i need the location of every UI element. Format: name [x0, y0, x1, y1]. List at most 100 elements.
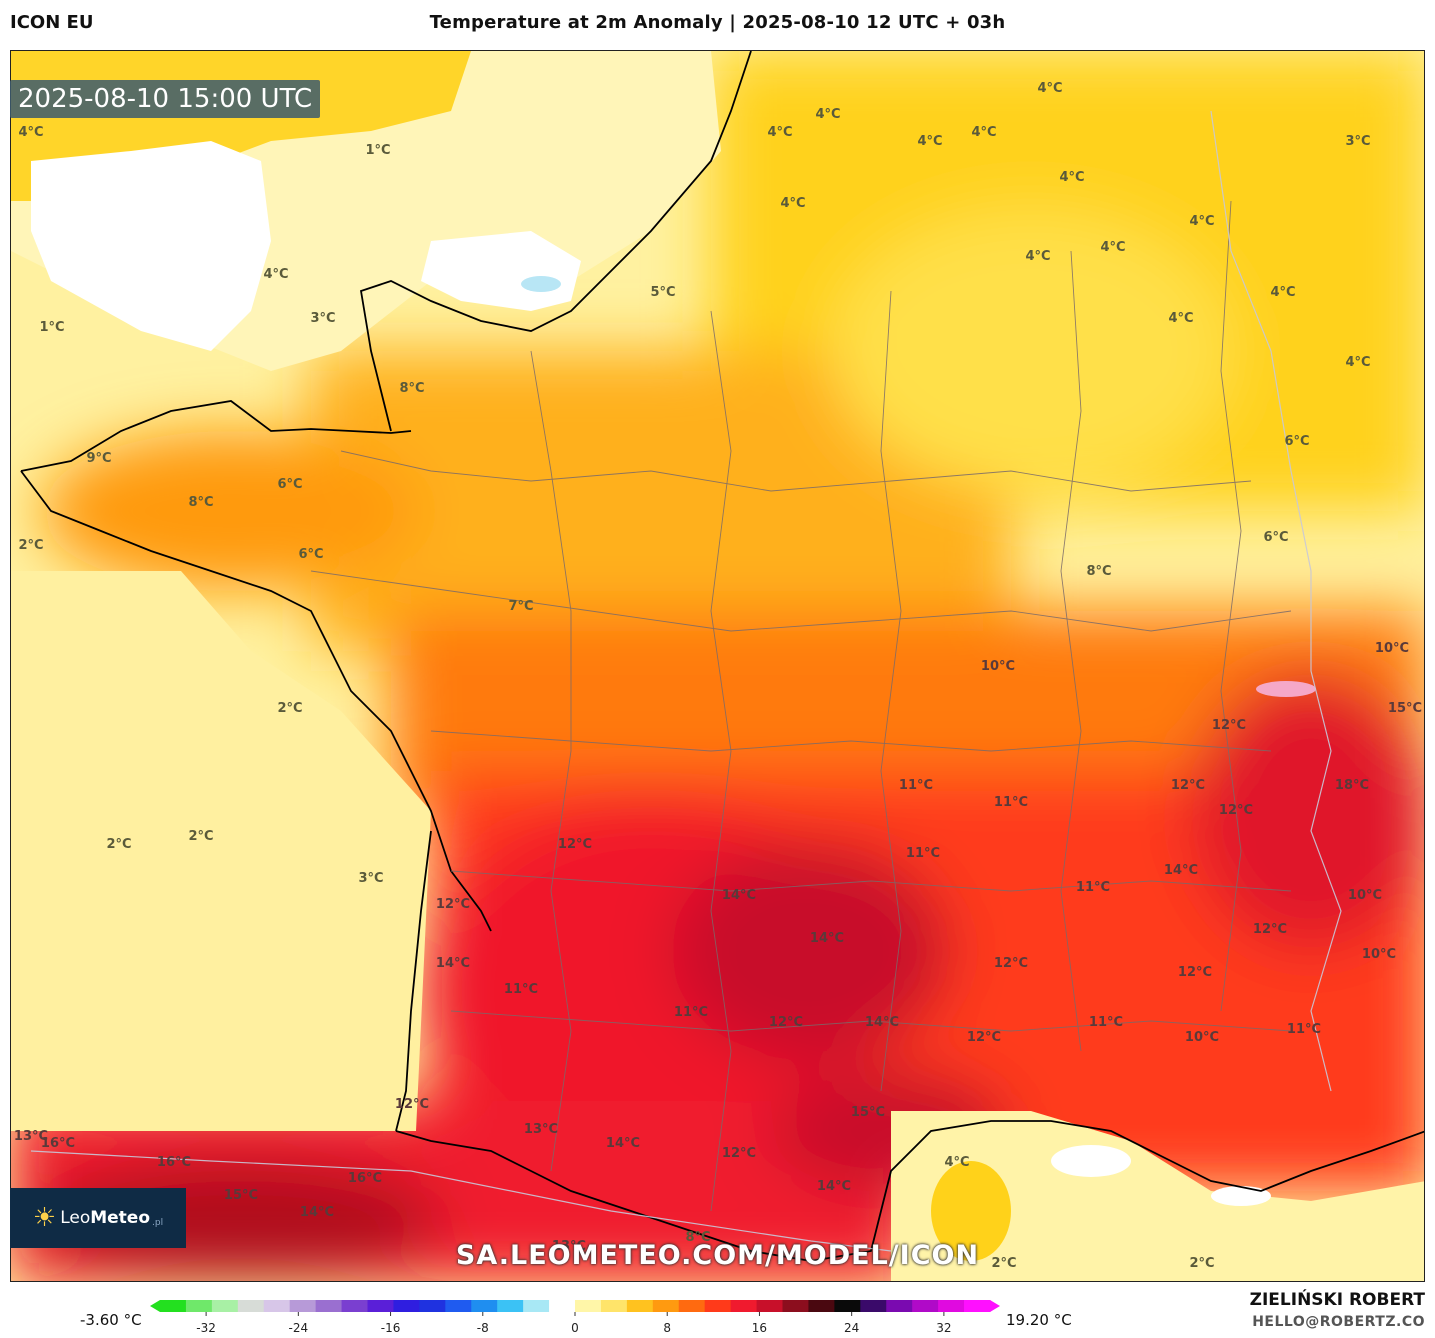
anomaly-label: 10°C [1375, 641, 1409, 656]
anomaly-label: 12°C [436, 897, 470, 912]
anomaly-label: 4°C [1345, 355, 1370, 370]
colorbar-extend-min [150, 1300, 160, 1312]
anomaly-label: 9°C [86, 451, 111, 466]
anomaly-label: 15°C [224, 1188, 258, 1203]
logo-text-suffix: .pl [152, 1218, 164, 1228]
anomaly-label: 3°C [310, 311, 335, 326]
colorbar-cell [549, 1300, 576, 1312]
map-canvas: 4°C 1°C 4°C 4°C 4°C 4°C 4°C 3°C 4°C 4°C 4°C 4°C 4°C 4… [11, 51, 1424, 1281]
anomaly-label: 16°C [157, 1155, 191, 1170]
anomaly-label: 10°C [1362, 947, 1396, 962]
anomaly-label: 4°C [18, 125, 43, 140]
anomaly-label: 4°C [1189, 214, 1214, 229]
anomaly-label: 15°C [1388, 701, 1422, 716]
anomaly-label: 13°C [552, 1239, 586, 1254]
anomaly-label: 12°C [1253, 922, 1287, 937]
anomaly-label: 4°C [1037, 81, 1062, 96]
anomaly-label: 11°C [504, 982, 538, 997]
colorbar-cell [808, 1300, 835, 1312]
anomaly-label: 13°C [524, 1122, 558, 1137]
anomaly-label: 11°C [906, 846, 940, 861]
colorbar-cell [471, 1300, 498, 1312]
anomaly-label: 14°C [1164, 863, 1198, 878]
anomaly-labels: 4°C 1°C 4°C 4°C 4°C 4°C 4°C 3°C 4°C 4°C 4°C 4°C 4°C 4… [14, 81, 1422, 1271]
colorbar-tick-label: 8 [663, 1321, 671, 1334]
sun-icon: ☀ [32, 1203, 57, 1233]
anomaly-label: 15°C [851, 1105, 885, 1120]
anomaly-label: 2°C [106, 837, 131, 852]
anomaly-label: 4°C [1270, 285, 1295, 300]
anomaly-label: 12°C [994, 956, 1028, 971]
anomaly-label: 1°C [39, 320, 64, 335]
author-email[interactable]: HELLO@ROBERTZ.CO [1252, 1314, 1425, 1330]
cool-spot [521, 276, 561, 292]
anomaly-label: 12°C [1178, 965, 1212, 980]
colorbar-cell [704, 1300, 732, 1312]
anomaly-label: 14°C [436, 956, 470, 971]
colorbar-cell [678, 1300, 706, 1312]
anomaly-label: 4°C [263, 267, 288, 282]
anomaly-label: 2°C [277, 701, 302, 716]
author-name: ZIELIŃSKI ROBERT [1249, 1290, 1425, 1310]
atlantic-sea [11, 571, 431, 1131]
anomaly-label: 3°C [358, 871, 383, 886]
colorbar-cell [600, 1300, 628, 1312]
anomaly-label: 4°C [1025, 249, 1050, 264]
colorbar-cell [964, 1300, 991, 1312]
anomaly-label: 4°C [1059, 170, 1084, 185]
anomaly-label: 6°C [277, 477, 302, 492]
mediterranean-sea [891, 1111, 1424, 1281]
anomaly-label: 14°C [300, 1205, 334, 1220]
anomaly-label: 2°C [18, 538, 43, 553]
anomaly-label: 1°C [365, 143, 390, 158]
colorbar-max-label: 19.20 °C [1006, 1311, 1072, 1329]
anomaly-label: 13°C [14, 1129, 48, 1144]
anomaly-label: 4°C [971, 125, 996, 140]
anomaly-label: 14°C [865, 1015, 899, 1030]
cool-patch-channel [31, 141, 271, 351]
colorbar-cells [150, 1300, 1000, 1312]
colorbar-cell [341, 1300, 368, 1312]
colorbar-cell [497, 1300, 524, 1312]
colorbar-cell [912, 1300, 939, 1312]
anomaly-label: 4°C [1100, 240, 1125, 255]
anomaly-label: 6°C [1263, 530, 1288, 545]
colorbar-cell [575, 1300, 602, 1312]
colorbar-tick-label: 32 [936, 1321, 951, 1334]
colorbar-cell [160, 1300, 187, 1312]
colorbar-tick-label: 16 [752, 1321, 767, 1334]
anomaly-label: 14°C [606, 1136, 640, 1151]
colorbar-cell [315, 1300, 343, 1312]
leometeo-logo[interactable]: ☀ Leo Meteo .pl [10, 1188, 186, 1248]
anomaly-label: 4°C [917, 134, 942, 149]
colorbar-tick-label: 24 [844, 1321, 859, 1334]
anomaly-label: 4°C [944, 1155, 969, 1170]
colorbar-ticks: -32 -24 -16 -8 0 8 16 24 32 [196, 1312, 952, 1334]
colorbar-cell [730, 1300, 758, 1312]
anomaly-label: 10°C [1348, 888, 1382, 903]
med-warm-spot [931, 1161, 1011, 1261]
colorbar-cell [938, 1300, 965, 1312]
anomaly-fill-layer [11, 51, 1424, 1281]
anomaly-label: 14°C [810, 931, 844, 946]
anomaly-label: 11°C [1076, 880, 1110, 895]
colorbar-cell [289, 1300, 317, 1312]
anomaly-label: 8°C [188, 495, 213, 510]
colorbar-cell [211, 1300, 239, 1312]
colorbar-extend-max [990, 1300, 1000, 1312]
anomaly-label: 4°C [1168, 311, 1193, 326]
colorbar-tick-label: -32 [196, 1321, 216, 1334]
anomaly-label: 12°C [722, 1146, 756, 1161]
anomaly-label: 7°C [508, 599, 533, 614]
timestamp-badge: 2025-08-10 15:00 UTC [10, 80, 321, 118]
anomaly-label: 16°C [41, 1136, 75, 1151]
anomaly-label: 10°C [1185, 1030, 1219, 1045]
colorbar-cell [523, 1300, 550, 1312]
anomaly-label: 4°C [780, 196, 805, 211]
anomaly-label: 11°C [1089, 1015, 1123, 1030]
colorbar-cell [419, 1300, 446, 1312]
admin-borders [310, 200, 1292, 1212]
logo-text-meteo: Meteo [90, 1208, 151, 1228]
anomaly-label: 8°C [399, 381, 424, 396]
anomaly-label: 11°C [899, 778, 933, 793]
